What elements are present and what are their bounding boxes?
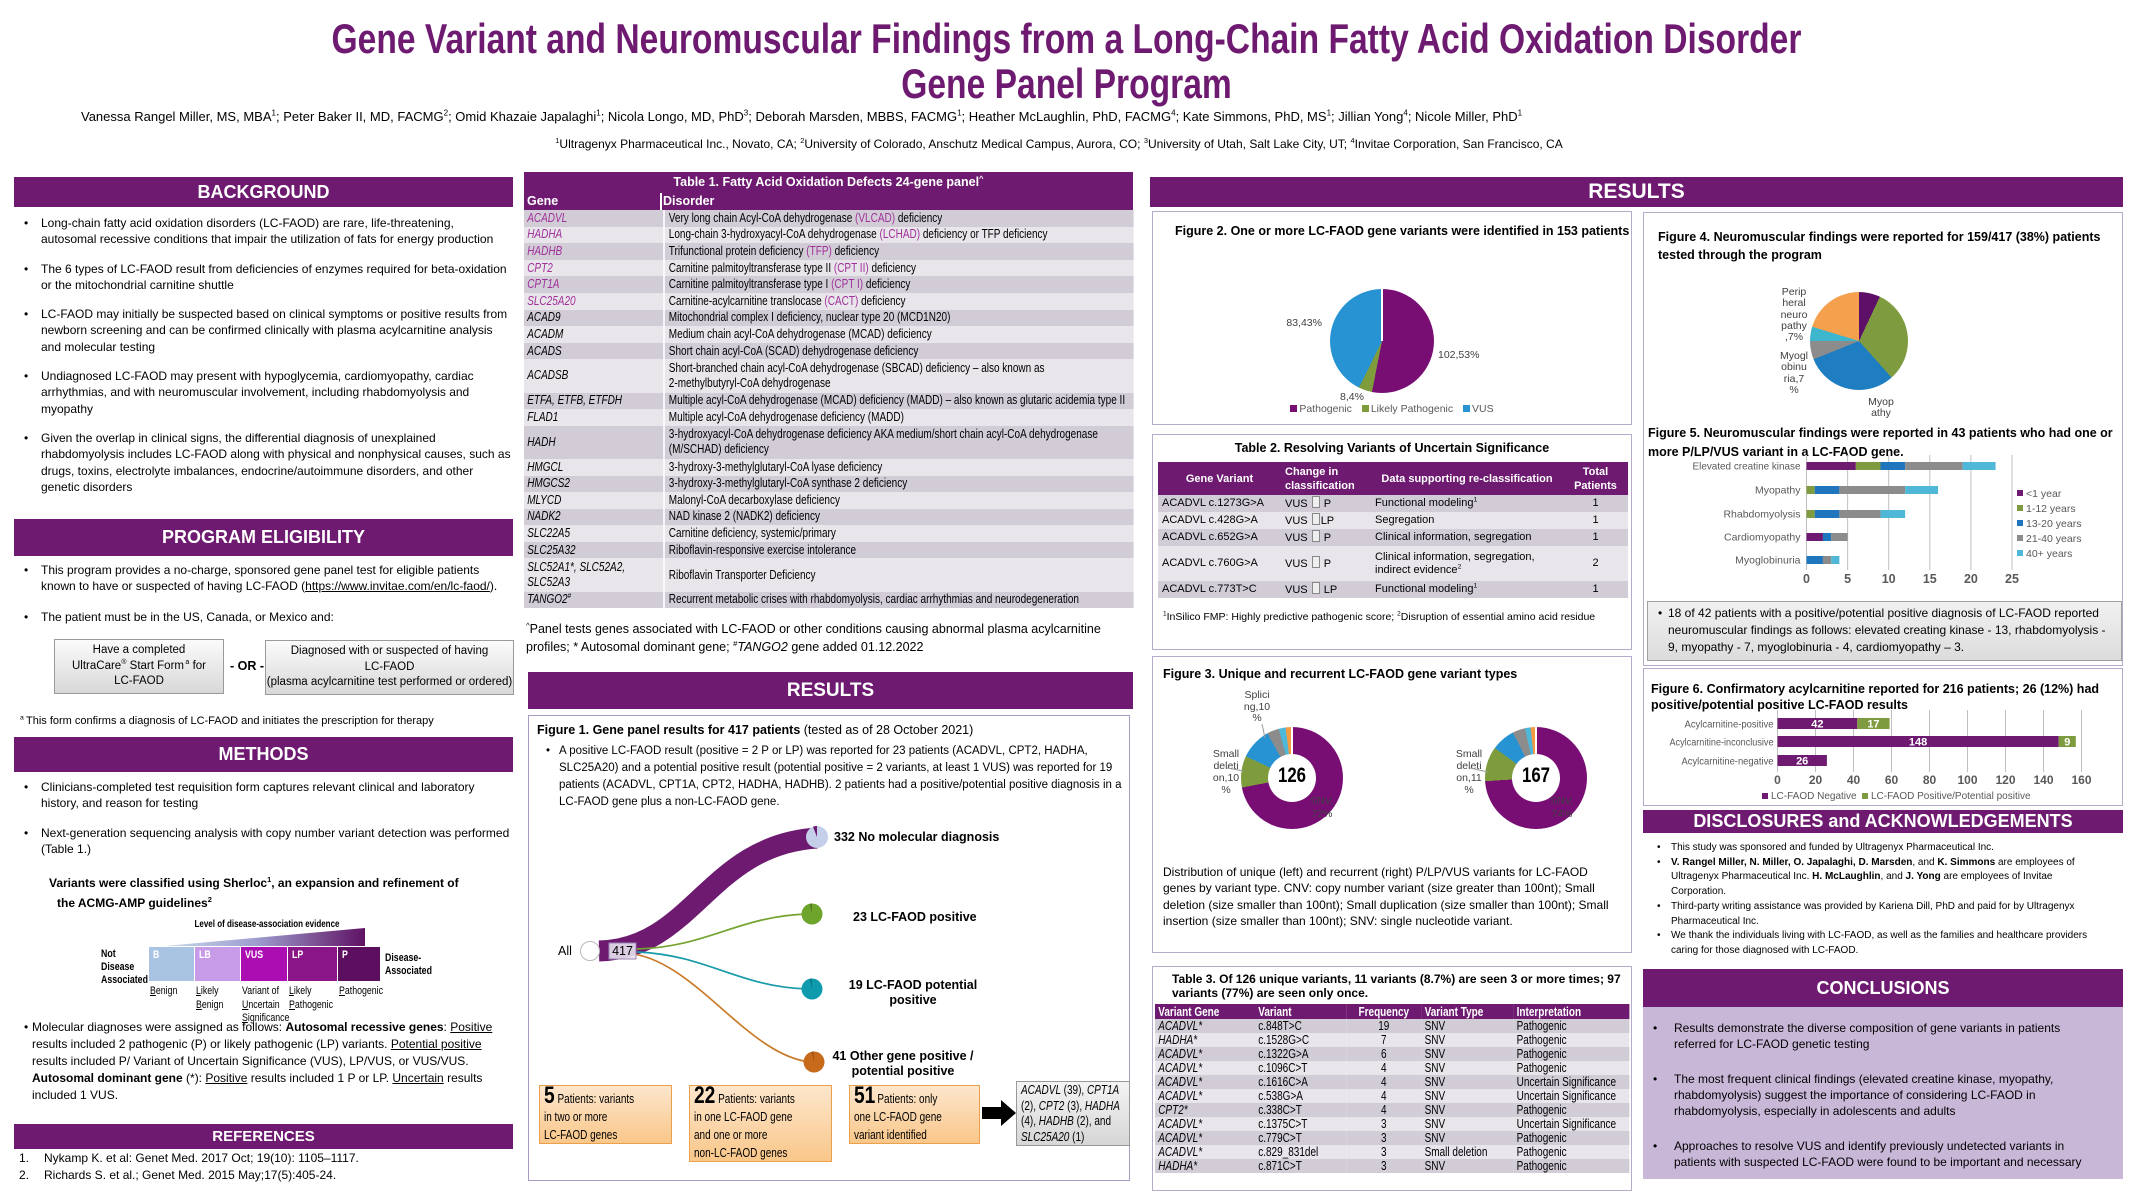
svg-text:80: 80 bbox=[1923, 773, 1937, 787]
svg-text:42: 42 bbox=[1811, 719, 1823, 731]
svg-text:15: 15 bbox=[1923, 572, 1937, 586]
svg-text:25: 25 bbox=[2005, 572, 2019, 586]
svg-text:40: 40 bbox=[1847, 773, 1861, 787]
svg-text:Acylcarnitine-negative: Acylcarnitine-negative bbox=[1682, 757, 1774, 768]
svg-text:<1 year: <1 year bbox=[2026, 488, 2062, 500]
svg-text:20: 20 bbox=[1964, 572, 1978, 586]
svg-text:26: 26 bbox=[1796, 756, 1808, 768]
svg-text:9: 9 bbox=[2064, 737, 2070, 749]
svg-text:Acylcarnitine-positive: Acylcarnitine-positive bbox=[1685, 720, 1774, 731]
svg-text:20: 20 bbox=[1809, 773, 1823, 787]
svg-text:148: 148 bbox=[1909, 737, 1927, 749]
svg-text:40+ years: 40+ years bbox=[2026, 548, 2072, 560]
svg-text:10: 10 bbox=[1882, 572, 1896, 586]
svg-text:13-20 years: 13-20 years bbox=[2026, 518, 2081, 530]
svg-text:120: 120 bbox=[1995, 773, 2015, 787]
svg-text:Acylcarnitine-inconclusive: Acylcarnitine-inconclusive bbox=[1670, 738, 1774, 749]
svg-text:LC-FAOD Positive/Potential pos: LC-FAOD Positive/Potential positive bbox=[1871, 791, 2031, 802]
svg-text:LC-FAOD Negative: LC-FAOD Negative bbox=[1771, 791, 1857, 802]
svg-text:5: 5 bbox=[1844, 572, 1851, 586]
svg-text:21-40 years: 21-40 years bbox=[2026, 533, 2081, 545]
svg-text:Myopathy: Myopathy bbox=[1755, 485, 1801, 497]
svg-text:17: 17 bbox=[1867, 719, 1879, 731]
svg-text:100: 100 bbox=[1957, 773, 1977, 787]
svg-text:0: 0 bbox=[1774, 773, 1781, 787]
svg-text:Rhabdomyolysis: Rhabdomyolysis bbox=[1723, 509, 1800, 521]
svg-text:Cardiomyopathy: Cardiomyopathy bbox=[1724, 532, 1801, 544]
svg-text:160: 160 bbox=[2071, 773, 2091, 787]
svg-text:140: 140 bbox=[2033, 773, 2053, 787]
svg-text:60: 60 bbox=[1885, 773, 1899, 787]
svg-text:0: 0 bbox=[1803, 572, 1810, 586]
svg-text:Myoglobinuria: Myoglobinuria bbox=[1735, 555, 1801, 567]
svg-text:Elevated creatine kinase: Elevated creatine kinase bbox=[1693, 461, 1801, 473]
svg-text:1-12 years: 1-12 years bbox=[2026, 503, 2076, 515]
